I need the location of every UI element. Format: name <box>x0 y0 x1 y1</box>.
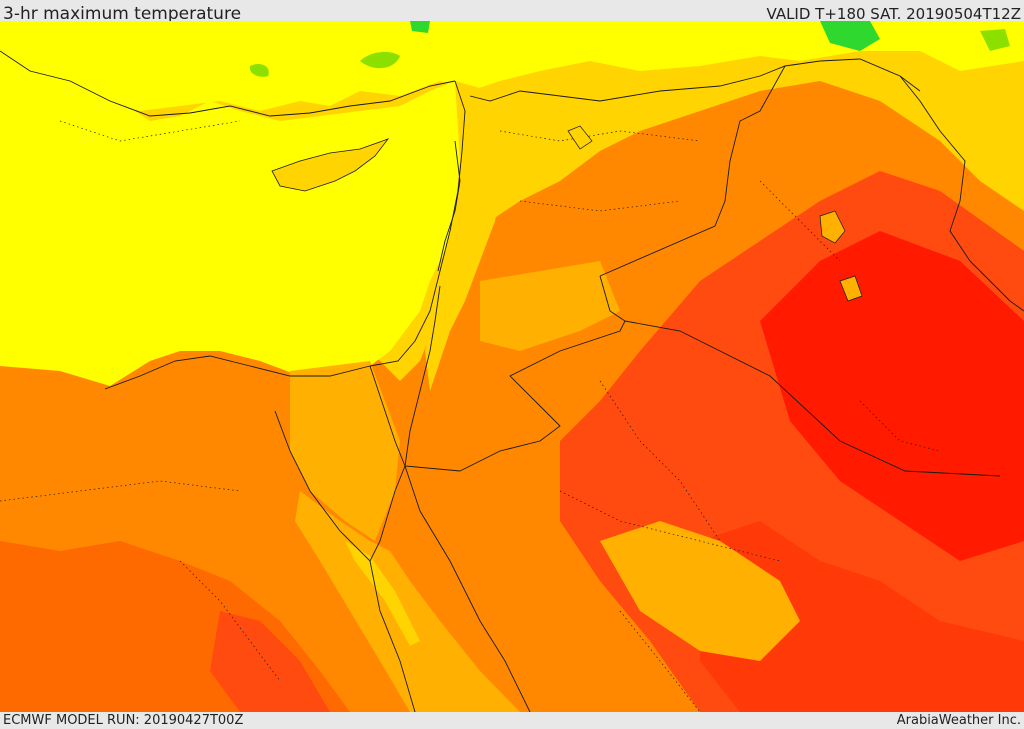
lebanon-coast <box>437 140 461 272</box>
green-patch-4 <box>249 64 269 77</box>
saudi-light-orange <box>600 521 800 661</box>
lake-habbaniyah <box>839 275 863 302</box>
lake-tharthar <box>819 210 846 244</box>
levant-coastline <box>369 80 466 367</box>
valid-time-label: VALID T+180 SAT. 20190504T12Z <box>766 5 1021 23</box>
egypt-israel-border <box>369 365 406 467</box>
iraq-saudi-border <box>624 320 1001 477</box>
map-canvas <box>0 21 1024 712</box>
anatolia-coast <box>0 50 456 117</box>
jordan-border <box>459 275 626 472</box>
iraq-deep-red-zone <box>760 231 1024 561</box>
egypt-red-patch <box>210 611 330 712</box>
green-patch-1 <box>360 51 400 69</box>
egypt-coastline <box>104 355 371 390</box>
red-sea-east-coast <box>404 465 531 712</box>
turkey-syria-border <box>469 58 921 102</box>
footer-bar: ECMWF MODEL RUN: 20190427T00Z ArabiaWeat… <box>0 712 1024 729</box>
mediterranean-sea <box>0 36 470 386</box>
sinai <box>290 361 400 541</box>
south-red-zone <box>700 521 1024 712</box>
country-borders <box>369 58 1001 477</box>
red-sea-inner <box>345 541 420 646</box>
green-patch-3 <box>820 21 880 51</box>
province-lines <box>0 120 941 712</box>
iran-iraq-border <box>899 75 971 262</box>
gulf-of-suez <box>274 410 406 562</box>
credit-label: ArabiaWeather Inc. <box>896 713 1021 728</box>
green-patch-5 <box>980 29 1010 51</box>
map-title: 3-hr maximum temperature <box>3 4 242 24</box>
persian-gulf-coast <box>969 260 1024 312</box>
coastlines <box>0 50 1024 712</box>
north-yellow-band <box>0 21 1024 111</box>
cyprus <box>271 138 390 192</box>
green-patch-2 <box>410 21 430 33</box>
red-sea-west-coast <box>369 560 416 712</box>
model-run-label: ECMWF MODEL RUN: 20190427T00Z <box>3 713 244 728</box>
header-bar: 3-hr maximum temperature VALID T+180 SAT… <box>0 0 1024 24</box>
lake-assad <box>567 125 593 150</box>
syria-iraq-border <box>599 65 786 277</box>
levant-coastal-band <box>425 81 505 391</box>
jordan-light-orange <box>480 261 620 351</box>
temperature-map <box>0 21 1024 712</box>
